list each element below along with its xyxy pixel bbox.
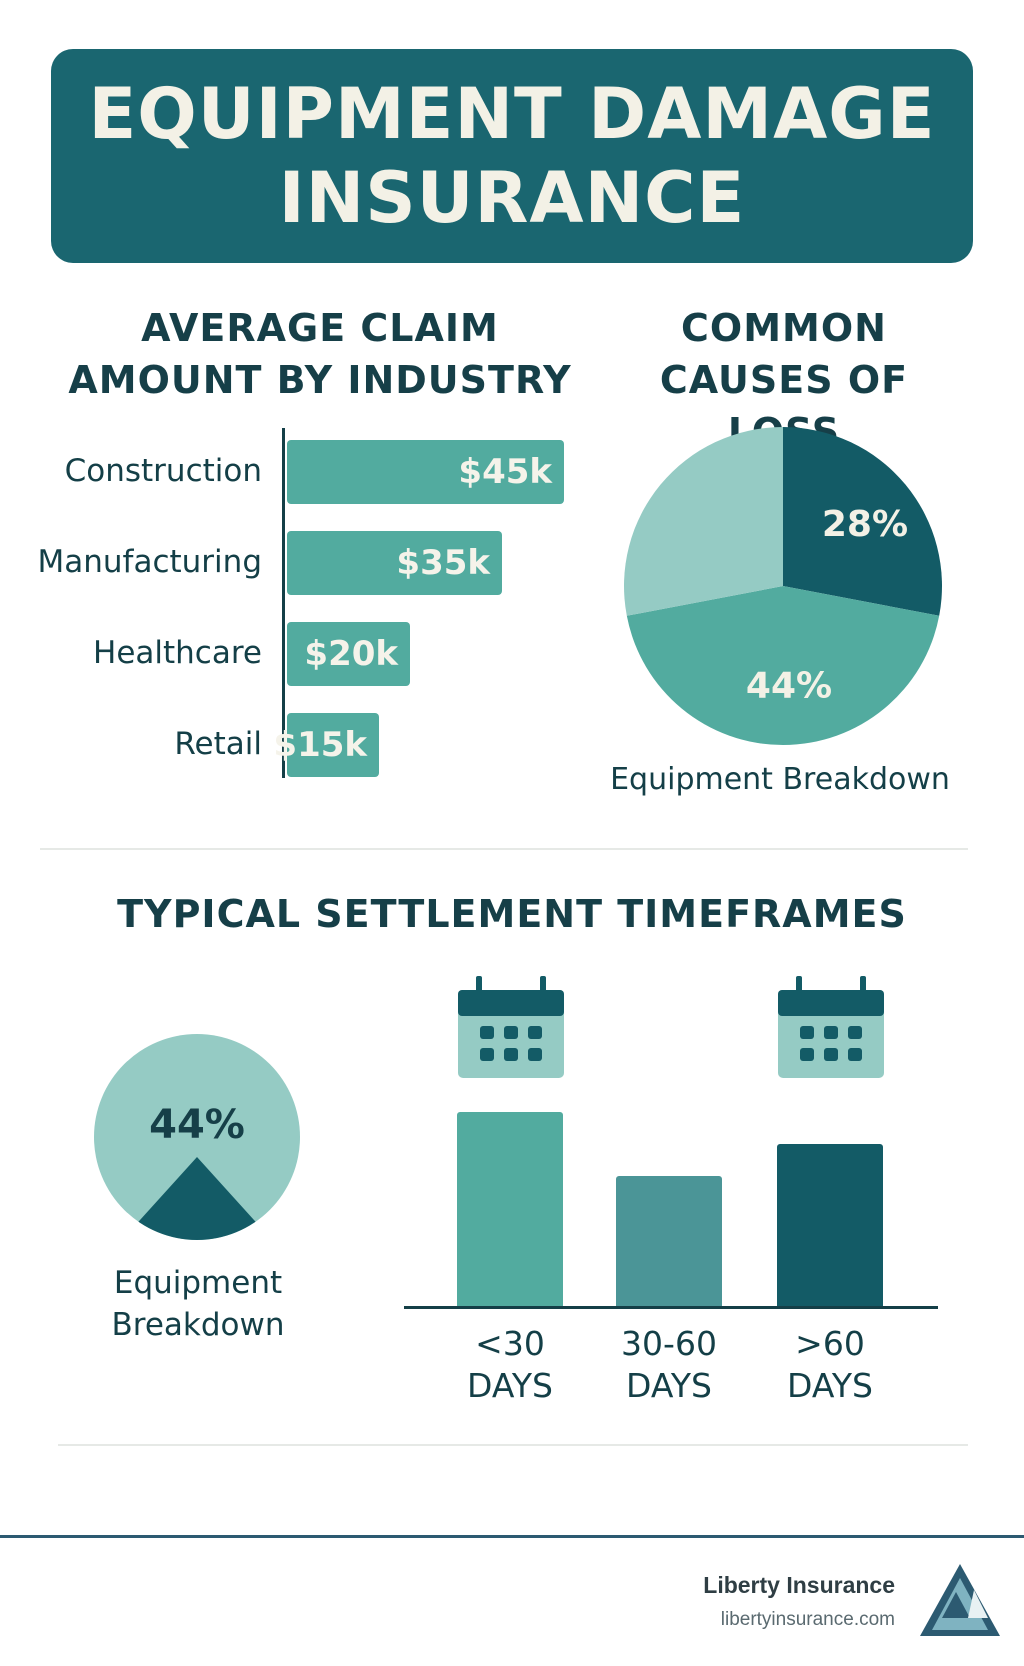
mini-pie-label: 44% [149,1102,245,1148]
claims-bar-value: $15k [273,725,367,765]
footer-brand: Liberty Insurance [703,1572,895,1598]
settlement-mini-pie: 44% [94,1034,300,1240]
title-banner: EQUIPMENT DAMAGE INSURANCE [51,49,973,263]
claims-bar-value: $45k [458,452,552,492]
settlement-title: TYPICAL SETTLEMENT TIMEFRAMES [117,892,907,936]
mini-pie-background [94,1034,300,1240]
settlement-tick-label: >60 DAYS [760,1323,900,1407]
settlement-bar [457,1112,563,1306]
claims-bar-value: $35k [396,543,490,583]
causes-pie-chart: 28% 44% [624,427,943,745]
footer-rule [0,1535,1024,1538]
tick-label-line: DAYS [787,1366,873,1405]
pie-slice [624,427,783,616]
claims-title-line-1: AVERAGE CLAIM [141,306,499,350]
claims-category-label: Retail [174,726,262,762]
settlement-tick-label: <30 DAYS [440,1323,580,1407]
calendar-icon [458,976,564,1078]
claims-axis-line [282,428,285,778]
pie-slice [626,586,940,745]
settlement-caption-line-2: Breakdown [111,1307,285,1343]
pie-slice [783,427,943,616]
settlement-bar [616,1176,722,1306]
causes-title-line-1: COMMON [681,306,887,350]
claims-bar: $15k [273,713,379,777]
calendar-icon [778,976,884,1078]
claims-bar: $45k [287,440,564,504]
tick-label-line: <30 [475,1324,545,1363]
claims-category-label: Construction [64,453,262,489]
liberty-logo-icon [920,1564,1000,1636]
section-divider [40,848,968,850]
settlement-bar [777,1144,883,1306]
section-divider-2 [58,1444,968,1446]
page-title: EQUIPMENT DAMAGE INSURANCE [88,72,935,240]
tick-label-line: 30-60 [621,1324,717,1363]
settlement-baseline [404,1306,938,1309]
pie-slice-label: 44% [746,666,832,707]
tick-label-line: DAYS [626,1366,712,1405]
claims-bar: $35k [287,531,502,595]
claims-title-line-2: AMOUNT BY INDUSTRY [68,358,572,402]
causes-caption: Equipment Breakdown [610,762,950,797]
settlement-caption-line-1: Equipment [113,1265,283,1301]
claims-category-label: Manufacturing [37,544,262,580]
claims-category-label: Healthcare [93,635,262,671]
title-line-2: INSURANCE [278,157,746,239]
claims-bar: $20k [287,622,410,686]
claims-bar-value: $20k [304,634,398,674]
footer-url: libertyinsurance.com [720,1609,895,1630]
settlement-tick-label: 30-60 DAYS [599,1323,739,1407]
tick-label-line: DAYS [467,1366,553,1405]
settlement-caption: Equipment Breakdown [66,1262,330,1346]
claims-title: AVERAGE CLAIM AMOUNT BY INDUSTRY [40,302,600,406]
title-line-1: EQUIPMENT DAMAGE [88,73,936,155]
pie-slice-label: 28% [822,504,908,545]
tick-label-line: >60 [795,1324,865,1363]
